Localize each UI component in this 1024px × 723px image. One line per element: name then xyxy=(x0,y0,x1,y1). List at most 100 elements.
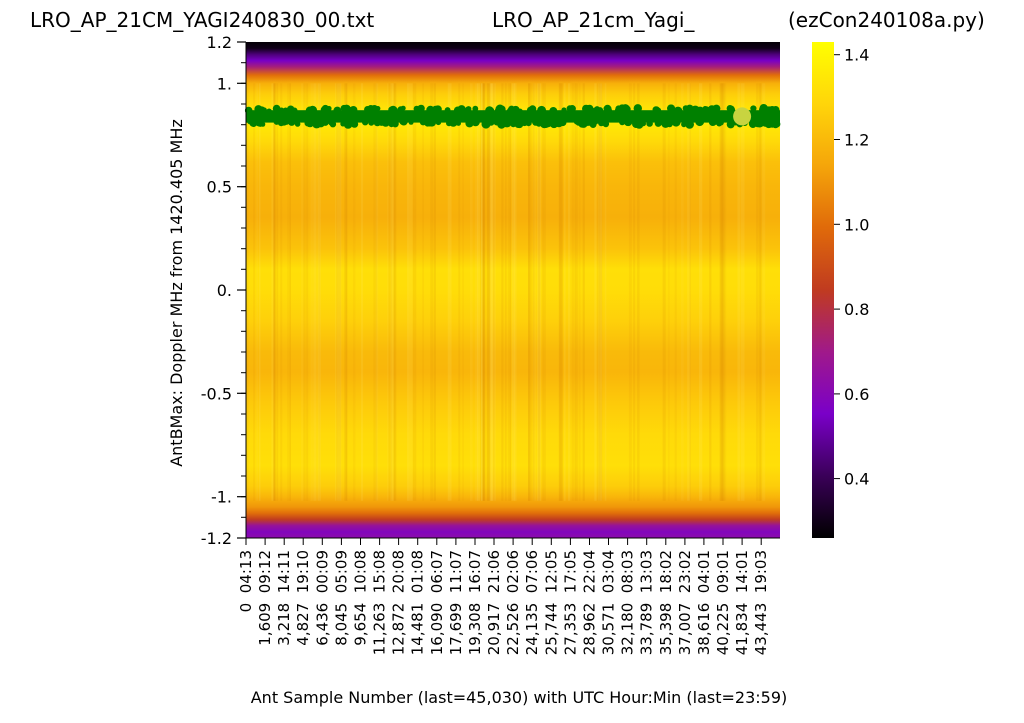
heatmap-column-strip xyxy=(271,83,274,501)
heatmap-column-strip xyxy=(579,83,581,501)
title-right: (ezCon240108a.py) xyxy=(788,8,985,32)
heatmap-column-strip xyxy=(759,83,763,501)
x-tick-label: 40,225 09:01 xyxy=(714,550,732,655)
heatmap-column-strip xyxy=(571,83,574,501)
heatmap-column-strip xyxy=(597,83,600,501)
heatmap-column-strip xyxy=(662,83,666,501)
heatmap-column-strip xyxy=(475,83,479,501)
max-track-point xyxy=(654,119,662,127)
heatmap-column-strip xyxy=(511,83,515,501)
max-track-point xyxy=(508,105,515,113)
max-track-point xyxy=(329,121,337,128)
heatmap-column-strip xyxy=(447,83,452,501)
heatmap-column-strip xyxy=(489,83,493,501)
heatmap-column-strip xyxy=(337,83,341,501)
heatmap-column-strip xyxy=(486,83,490,501)
x-tick-label: 20,917 21:06 xyxy=(485,550,503,655)
x-tick-label: 35,398 18:02 xyxy=(657,550,675,655)
x-tick-label: 22,526 02:06 xyxy=(504,550,522,655)
heatmap-column-strip xyxy=(430,83,434,501)
x-tick-label: 3,218 14:11 xyxy=(275,550,293,646)
x-tick-label: 16,090 06:07 xyxy=(428,550,446,655)
max-track-point xyxy=(532,118,540,126)
heatmap-column-strip xyxy=(532,83,535,501)
heatmap-column-strip xyxy=(303,83,306,501)
heatmap-column-variation xyxy=(246,83,766,501)
x-tick-label: 32,180 08:03 xyxy=(619,550,637,655)
x-tick-label: 38,616 04:01 xyxy=(695,550,713,655)
x-axis: 0 04:13 1,609 09:12 3,218 14:11 4,827 19:10… xyxy=(237,537,780,655)
max-track-point xyxy=(671,117,681,127)
x-tick-label: 43,443 19:03 xyxy=(752,550,770,655)
max-track-point xyxy=(284,119,290,125)
max-track-point xyxy=(682,105,689,112)
max-track-point xyxy=(367,105,375,113)
heatmap-column-strip xyxy=(509,83,511,501)
heatmap-column-strip xyxy=(537,83,542,501)
max-track-point xyxy=(472,105,479,112)
max-track-point xyxy=(419,118,427,126)
max-track-point xyxy=(654,106,660,112)
heatmap-column-strip xyxy=(352,83,356,501)
max-track-point xyxy=(375,106,381,111)
max-track-point xyxy=(539,119,549,129)
max-track-point xyxy=(773,120,781,128)
max-track-point xyxy=(449,118,458,127)
max-track-point xyxy=(277,119,285,127)
heatmap-column-strip xyxy=(422,83,424,501)
y-tick-label: -0.5 xyxy=(201,384,232,403)
heatmap-column-strip xyxy=(340,83,342,501)
max-track-point xyxy=(726,120,735,129)
x-axis-label: Ant Sample Number (last=45,030) with UTC… xyxy=(251,688,788,707)
heatmap-column-strip xyxy=(480,83,484,501)
max-track-point xyxy=(712,104,721,113)
y-tick-label: -1. xyxy=(211,488,232,507)
x-tick-label: 28,962 22:04 xyxy=(581,550,599,655)
max-track-point xyxy=(260,121,266,127)
max-track-point xyxy=(646,120,653,127)
max-track-point xyxy=(673,106,683,116)
x-tick-label: 24,135 07:06 xyxy=(523,550,541,655)
heatmap-column-strip xyxy=(504,83,507,501)
max-track-point xyxy=(485,106,494,115)
max-track-point xyxy=(597,107,603,114)
heatmap-column-strip xyxy=(720,83,723,501)
max-track-point xyxy=(667,104,675,113)
max-track-point xyxy=(750,105,757,112)
heatmap-column-strip xyxy=(317,83,321,501)
x-tick-label: 6,436 00:09 xyxy=(313,550,331,646)
max-track-point xyxy=(568,105,576,113)
heatmap-column-strip xyxy=(532,83,537,501)
y-tick-label: 1.2 xyxy=(207,33,232,52)
heatmap-column-strip xyxy=(560,83,563,501)
max-track-point xyxy=(695,117,705,127)
heatmap-column-strip xyxy=(476,83,480,501)
heatmap-column-strip xyxy=(574,83,577,501)
max-track-point xyxy=(691,105,700,114)
max-track-point xyxy=(549,107,558,115)
max-track-point xyxy=(320,120,326,126)
heatmap-column-strip xyxy=(393,83,397,501)
heatmap-column-strip xyxy=(313,83,318,501)
max-track-point xyxy=(413,105,420,112)
x-tick-label: 30,571 03:04 xyxy=(600,550,618,655)
heatmap-column-strip xyxy=(412,83,417,501)
max-track-point xyxy=(624,119,630,125)
heatmap-column-strip xyxy=(481,83,483,501)
heatmap-column-strip xyxy=(409,83,413,501)
max-track-point xyxy=(481,119,491,129)
colorbar-tick-label: 0.8 xyxy=(844,300,869,319)
y-axis-label: AntBMax: Doppler MHz from 1420.405 MHz xyxy=(167,119,186,467)
heatmap-column-strip xyxy=(699,83,703,501)
max-track-point xyxy=(632,119,639,126)
heatmap-column-strip xyxy=(433,83,436,501)
colorbar: 1.4 1.2 1.0 0.8 0.6 0.4 xyxy=(812,42,869,538)
heatmap-column-strip xyxy=(709,83,712,501)
colorbar-gradient xyxy=(812,42,834,538)
y-tick-label: 0. xyxy=(217,281,232,300)
heatmap-column-strip xyxy=(246,83,249,501)
max-track-point xyxy=(368,119,375,126)
max-track-point xyxy=(504,119,512,127)
heatmap-column-strip xyxy=(538,83,541,501)
colorbar-tick-label: 1.2 xyxy=(844,131,869,150)
